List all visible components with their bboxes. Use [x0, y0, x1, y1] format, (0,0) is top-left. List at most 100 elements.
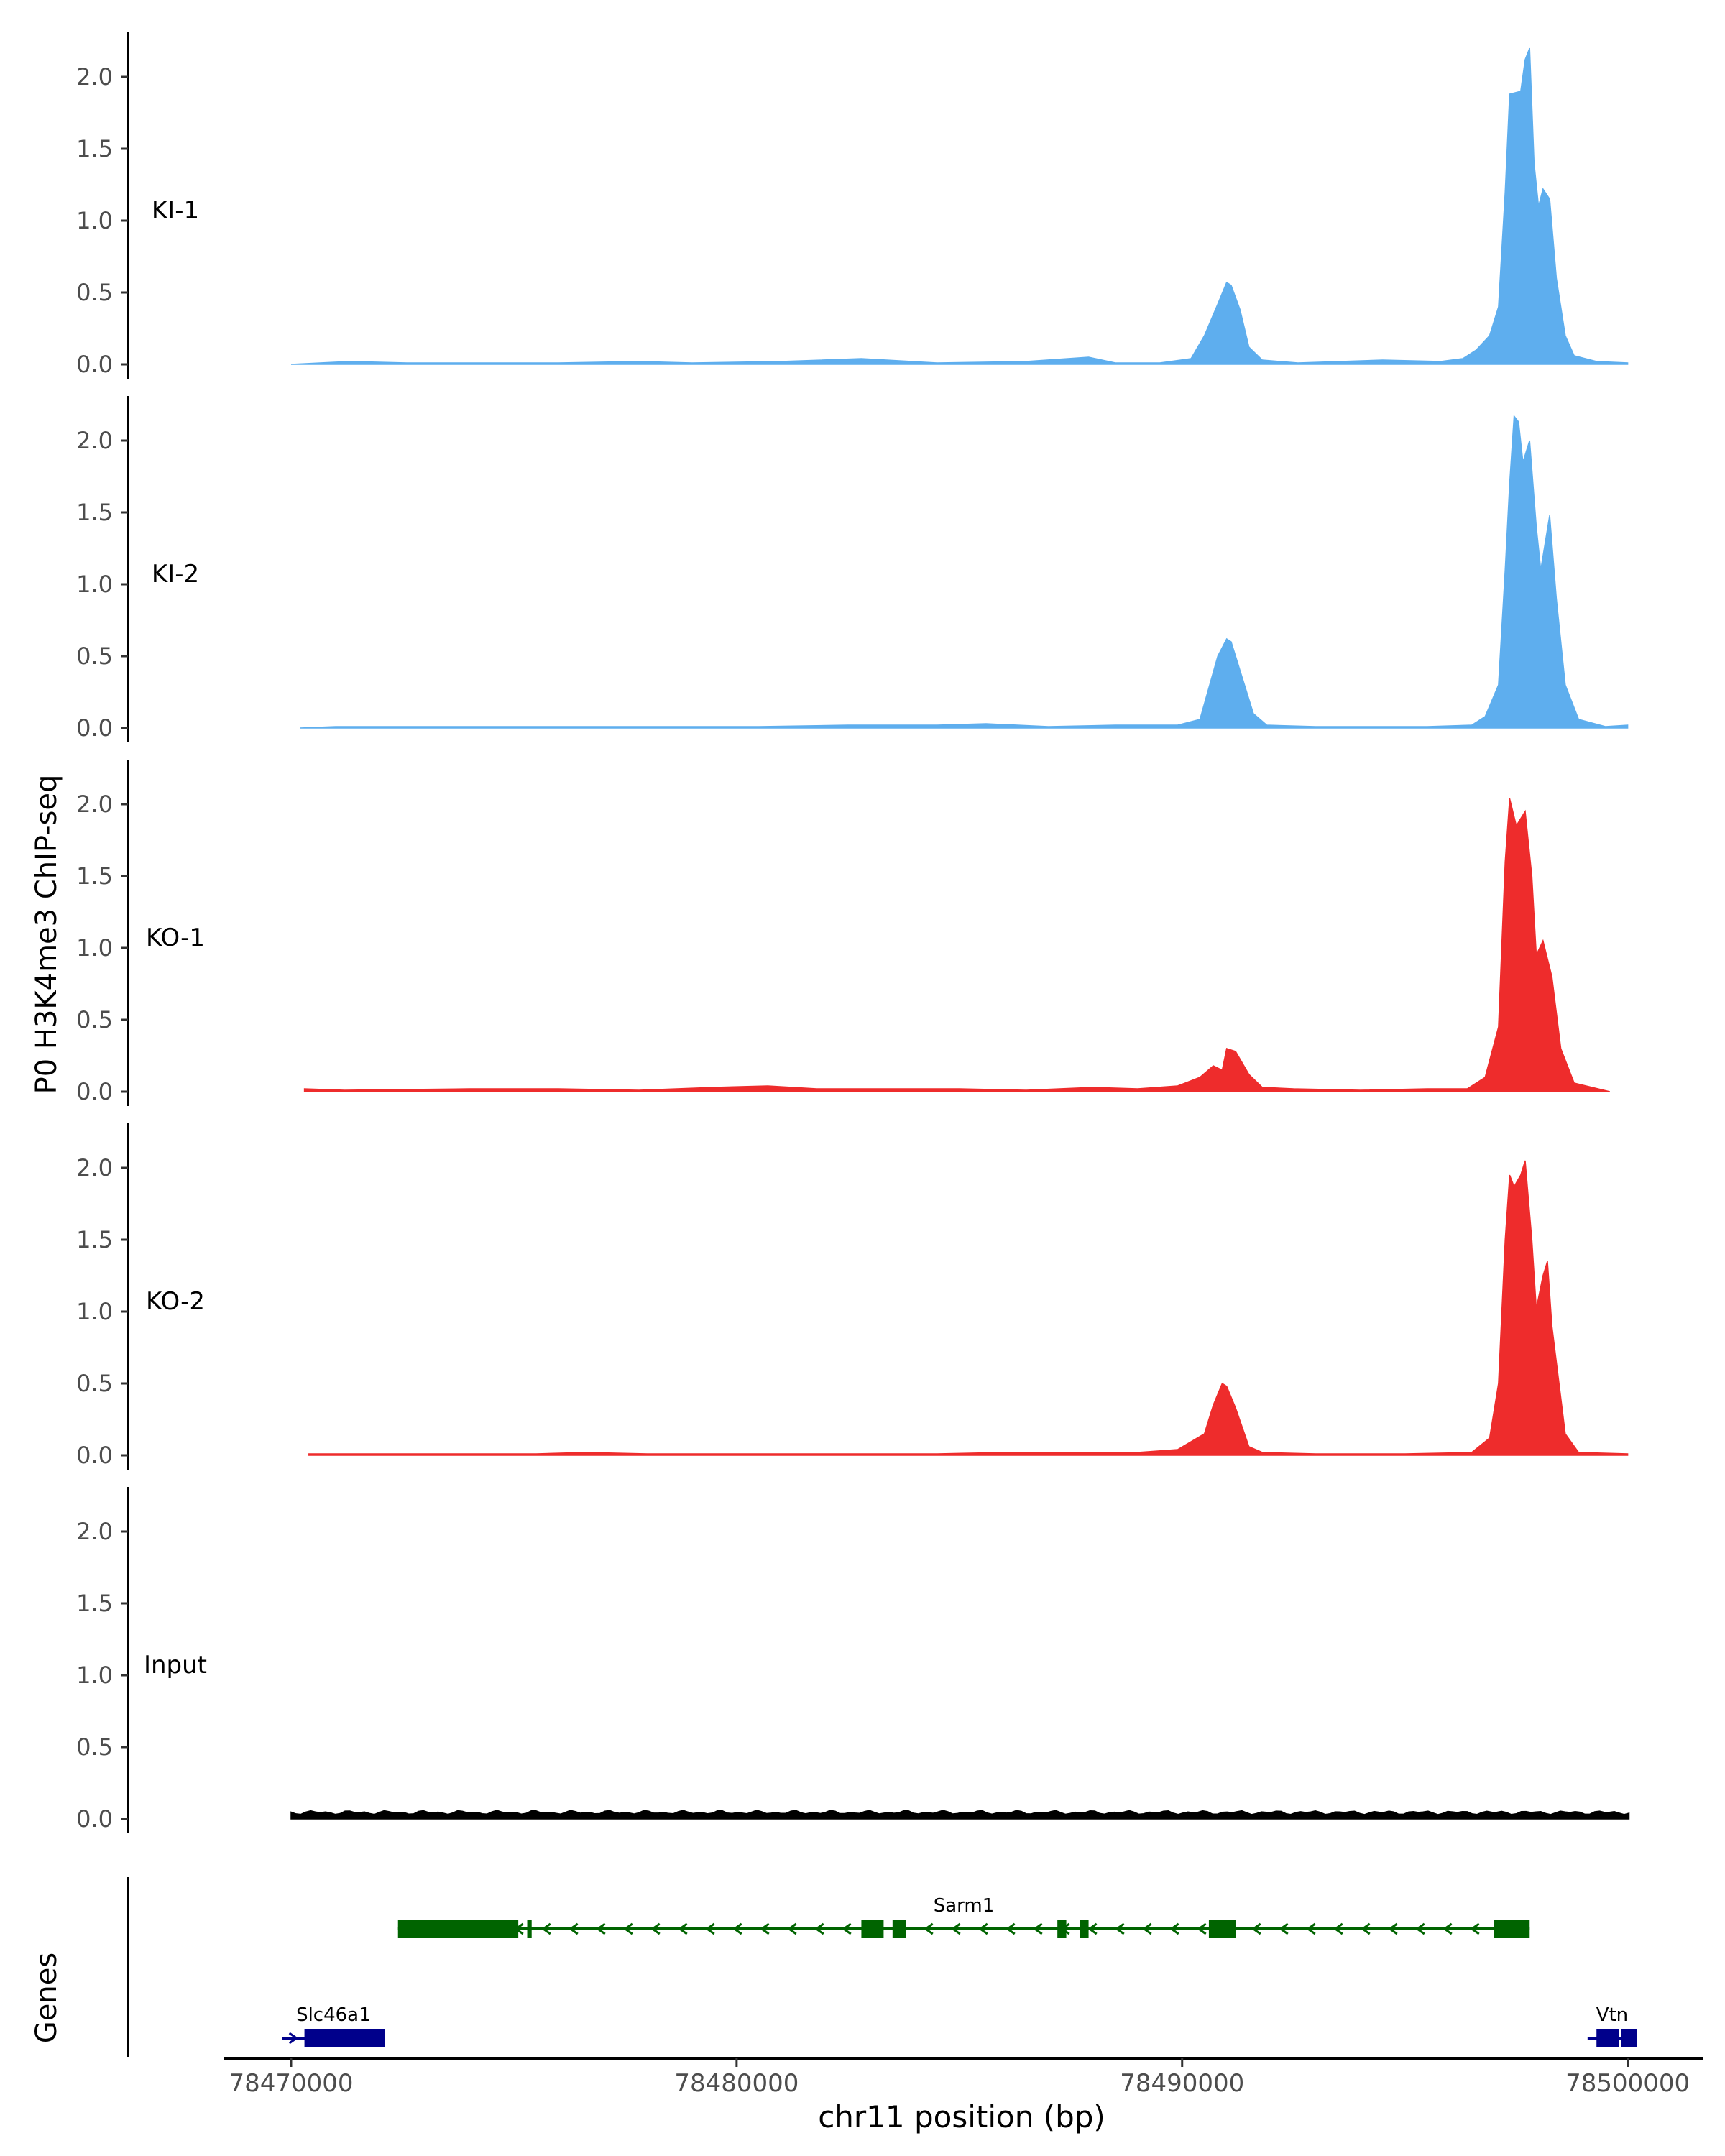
y-axis-title: P0 H3K4me3 ChIP-seq — [30, 775, 63, 1095]
strand-arrow — [1333, 1922, 1343, 1935]
strand-arrow — [814, 1922, 824, 1935]
track-label: KI-1 — [152, 196, 199, 225]
gene-exon — [892, 1920, 906, 1938]
x-axis-title: chr11 position (bp) — [818, 2099, 1105, 2134]
strand-arrow — [705, 1922, 715, 1935]
signal-area-ko-1 — [303, 798, 1610, 1092]
y-tick-label: 2.0 — [76, 63, 113, 91]
y-tick-label: 0.5 — [76, 279, 113, 306]
y-tick-label: 0.5 — [76, 1370, 113, 1397]
y-tick-label: 1.5 — [76, 862, 113, 890]
track-ko-2: 0.0 0.5 1.0 1.5 2.0 KO-2 — [76, 1123, 1629, 1470]
strand-arrow — [1115, 1922, 1125, 1935]
gene-slc46a1: Slc46a1 — [282, 2004, 385, 2047]
gene-exon — [1057, 1920, 1067, 1938]
strand-arrow — [951, 1922, 961, 1935]
track-ki-2: 0.0 0.5 1.0 1.5 2.0 KI-2 — [76, 396, 1629, 742]
genes-layer: Sarm1 Slc46a1 Vtn — [126, 1877, 1637, 2057]
gene-vtn: Vtn — [1587, 2004, 1637, 2047]
x-tick-label: 78490000 — [1120, 2069, 1244, 2098]
y-tick-label: 1.0 — [76, 1298, 113, 1325]
gene-exon — [1494, 1920, 1530, 1938]
y-tick-label: 0.0 — [76, 351, 113, 378]
x-tick-label: 78470000 — [229, 2069, 353, 2098]
strand-arrow — [1443, 1922, 1453, 1935]
strand-arrow — [842, 1922, 852, 1935]
y-tick-label: 2.0 — [76, 427, 113, 454]
strand-arrow — [1251, 1922, 1261, 1935]
y-tick-label: 1.5 — [76, 135, 113, 162]
strand-arrow — [732, 1922, 742, 1935]
y-tick-label: 2.0 — [76, 1154, 113, 1181]
strand-arrow — [1087, 1922, 1098, 1935]
strand-arrow — [924, 1922, 934, 1935]
track-input: 0.0 0.5 1.0 1.5 2.0 Input — [76, 1487, 1630, 1833]
gene-exon — [527, 1920, 532, 1938]
gene-exon — [397, 1920, 519, 1938]
strand-arrow — [623, 1922, 633, 1935]
track-label: KI-2 — [152, 560, 199, 589]
y-tick-label: 2.0 — [76, 791, 113, 818]
gene-name-label: Vtn — [1596, 2004, 1628, 2026]
strand-arrow — [1169, 1922, 1179, 1935]
gene-exon — [1596, 2029, 1619, 2047]
y-tick-label: 0.5 — [76, 642, 113, 670]
x-tick-label: 78500000 — [1565, 2069, 1690, 2098]
strand-arrow — [678, 1922, 688, 1935]
gene-sarm1: Sarm1 — [397, 1895, 1530, 1938]
gene-exon — [304, 2029, 385, 2047]
gene-exon — [1208, 1920, 1236, 1938]
strand-arrow — [760, 1922, 770, 1935]
genes-axis-title: Genes — [30, 1953, 63, 2043]
strand-arrow — [288, 2032, 299, 2045]
strand-arrow — [1415, 1922, 1425, 1935]
track-label: KO-2 — [146, 1287, 205, 1316]
strand-arrow — [596, 1922, 606, 1935]
strand-arrow — [1279, 1922, 1289, 1935]
strand-arrow — [1306, 1922, 1316, 1935]
signal-area-input — [290, 1810, 1630, 1820]
strand-arrow — [1388, 1922, 1398, 1935]
track-label: Input — [144, 1651, 207, 1680]
strand-arrow — [1470, 1922, 1480, 1935]
tracks-layer: 0.00.51.01.52.0KI-10.00.51.01.52.0KI-20.… — [76, 32, 1630, 1833]
x-tick-label: 78480000 — [674, 2069, 799, 2098]
strand-arrow — [787, 1922, 797, 1935]
strand-arrow — [1142, 1922, 1152, 1935]
x-axis: 78470000 78480000 78490000 78500000 — [224, 2057, 1703, 2098]
strand-arrow — [541, 1922, 551, 1935]
strand-arrow — [650, 1922, 661, 1935]
y-tick-label: 1.0 — [76, 934, 113, 962]
strand-arrow — [1361, 1922, 1371, 1935]
y-tick-label: 0.0 — [76, 1078, 113, 1105]
strand-arrow — [1006, 1922, 1016, 1935]
signal-area-ko-2 — [308, 1160, 1629, 1456]
track-ki-1: 0.0 0.5 1.0 1.5 2.0 KI-1 — [76, 32, 1629, 379]
y-tick-label: 0.0 — [76, 1805, 113, 1833]
y-tick-label: 2.0 — [76, 1518, 113, 1545]
strand-arrow — [1033, 1922, 1043, 1935]
y-tick-label: 0.5 — [76, 1733, 113, 1761]
y-tick-label: 1.5 — [76, 1590, 113, 1617]
y-tick-label: 1.0 — [76, 1662, 113, 1689]
y-tick-label: 1.0 — [76, 571, 113, 598]
y-tick-label: 1.0 — [76, 207, 113, 234]
y-tick-label: 0.0 — [76, 714, 113, 742]
gene-exon — [1080, 1920, 1089, 1938]
gene-exon — [861, 1920, 884, 1938]
strand-arrow — [1197, 1922, 1207, 1935]
strand-arrow — [569, 1922, 579, 1935]
signal-area-ki-2 — [300, 414, 1629, 729]
y-tick-label: 0.0 — [76, 1442, 113, 1469]
gene-name-label: Sarm1 — [934, 1895, 995, 1917]
gene-exon — [1621, 2029, 1637, 2047]
y-tick-label: 1.5 — [76, 499, 113, 526]
track-ko-1: 0.0 0.5 1.0 1.5 2.0 KO-1 — [76, 760, 1610, 1106]
gene-name-label: Slc46a1 — [296, 2004, 371, 2026]
strand-arrow — [978, 1922, 988, 1935]
track-label: KO-1 — [146, 923, 205, 952]
y-tick-label: 1.5 — [76, 1226, 113, 1253]
signal-area-ki-1 — [290, 47, 1629, 365]
y-tick-label: 0.5 — [76, 1006, 113, 1033]
